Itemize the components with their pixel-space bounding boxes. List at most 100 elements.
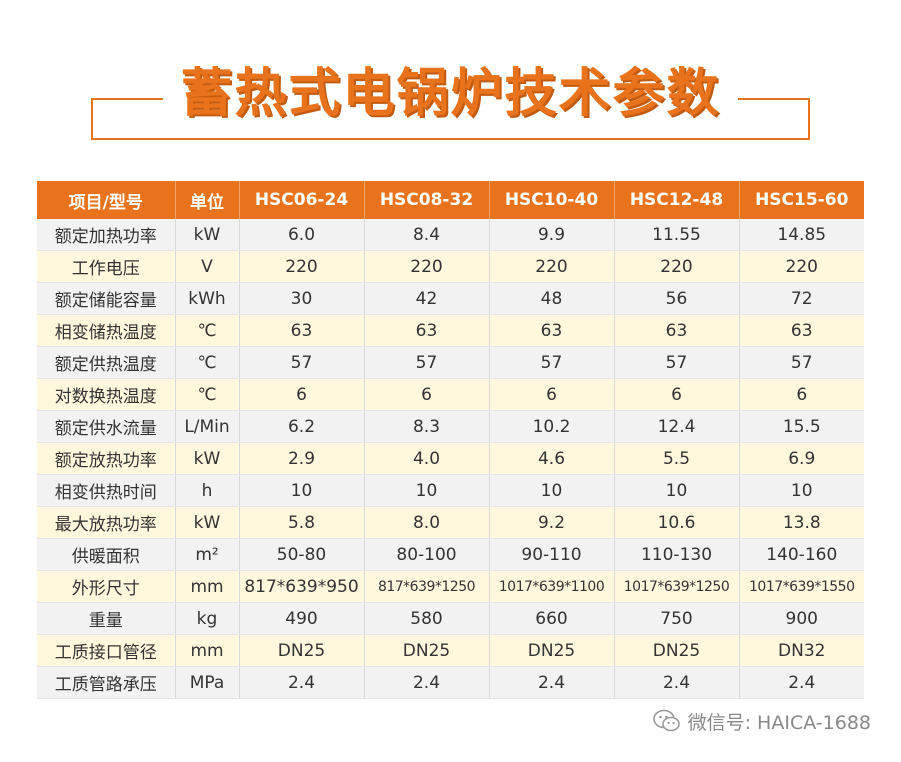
value-cell: 817*639*1250	[364, 570, 490, 603]
value-cell: 10	[489, 474, 615, 507]
row-label: 工作电压	[37, 250, 176, 283]
value-cell: 12.4	[614, 410, 740, 443]
row-label: 相变储热温度	[37, 314, 176, 347]
row-label: 相变供热时间	[37, 474, 176, 507]
value-cell: 8.4	[364, 219, 490, 251]
table-row: 工质接口管径 mm DN25 DN25 DN25 DN25 DN32	[37, 634, 864, 667]
unit-cell: MPa	[175, 666, 240, 699]
row-label: 额定放热功率	[37, 442, 176, 475]
table-row: 额定储能容量 kWh 30 42 48 56 72	[37, 282, 864, 315]
value-cell: 56	[614, 282, 740, 315]
row-label: 额定储能容量	[37, 282, 176, 315]
value-cell: 490	[239, 602, 365, 635]
row-label: 额定供热温度	[37, 346, 176, 379]
column-header: HSC08-32	[364, 181, 490, 219]
value-cell: 4.6	[489, 442, 615, 475]
row-label: 额定加热功率	[37, 219, 176, 251]
value-cell: 900	[739, 602, 864, 635]
table-row: 重量 kg 490 580 660 750 900	[37, 602, 864, 635]
value-cell: 6	[364, 378, 490, 411]
unit-cell: h	[175, 474, 240, 507]
unit-cell: m²	[175, 538, 240, 571]
value-cell: 10.6	[614, 506, 740, 539]
value-cell: DN25	[364, 634, 490, 667]
value-cell: 10	[239, 474, 365, 507]
unit-cell: L/Min	[175, 410, 240, 443]
unit-cell: V	[175, 250, 240, 283]
table-row: 额定加热功率 kW 6.0 8.4 9.9 11.55 14.85	[37, 219, 864, 251]
unit-cell: kg	[175, 602, 240, 635]
row-label: 额定供水流量	[37, 410, 176, 443]
column-header: HSC15-60	[739, 181, 864, 219]
unit-cell: kW	[175, 506, 240, 539]
table-row: 相变储热温度 ℃ 63 63 63 63 63	[37, 314, 864, 347]
watermark: 微信号: HAICA-1688	[652, 706, 871, 736]
table-row: 外形尺寸 mm 817*639*950 817*639*1250 1017*639*11…	[37, 570, 864, 603]
value-cell: 6.9	[739, 442, 864, 475]
value-cell: 57	[239, 346, 365, 379]
title-area: 蓄热式电锅炉技术参数	[0, 0, 901, 150]
value-cell: 6.2	[239, 410, 365, 443]
value-cell: 10	[739, 474, 864, 507]
value-cell: 220	[239, 250, 365, 283]
row-label: 最大放热功率	[37, 506, 176, 539]
table-body: 额定加热功率 kW 6.0 8.4 9.9 11.55 14.85 工作电压 V 220 220 22…	[37, 219, 864, 699]
value-cell: 8.3	[364, 410, 490, 443]
table-row: 对数换热温度 ℃ 6 6 6 6 6	[37, 378, 864, 411]
unit-cell: kW	[175, 442, 240, 475]
value-cell: 57	[739, 346, 864, 379]
value-cell: 63	[239, 314, 365, 347]
value-cell: 63	[489, 314, 615, 347]
table-row: 额定放热功率 kW 2.9 4.0 4.6 5.5 6.9	[37, 442, 864, 475]
value-cell: 6	[489, 378, 615, 411]
page-title: 蓄热式电锅炉技术参数	[180, 64, 721, 124]
value-cell: 2.9	[239, 442, 365, 475]
unit-cell: ℃	[175, 314, 240, 347]
value-cell: 140-160	[739, 538, 864, 571]
value-cell: 2.4	[239, 666, 365, 699]
value-cell: 10.2	[489, 410, 615, 443]
header-row: 项目/型号 单位 HSC06-24 HSC08-32 HSC10-40 HSC12-48 H…	[37, 181, 864, 219]
table-header: 项目/型号 单位 HSC06-24 HSC08-32 HSC10-40 HSC12-48 H…	[37, 181, 864, 219]
value-cell: 220	[739, 250, 864, 283]
value-cell: 10	[614, 474, 740, 507]
unit-cell: mm	[175, 634, 240, 667]
value-cell: 57	[614, 346, 740, 379]
value-cell: 220	[364, 250, 490, 283]
wechat-icon	[652, 709, 680, 732]
value-cell: 9.2	[489, 506, 615, 539]
value-cell: 63	[614, 314, 740, 347]
column-header: HSC06-24	[239, 181, 365, 219]
row-label: 对数换热温度	[37, 378, 176, 411]
value-cell: 5.8	[239, 506, 365, 539]
value-cell: 4.0	[364, 442, 490, 475]
value-cell: 63	[364, 314, 490, 347]
spec-table: 项目/型号 单位 HSC06-24 HSC08-32 HSC10-40 HSC12-48 H…	[37, 181, 864, 699]
value-cell: 2.4	[489, 666, 615, 699]
value-cell: 9.9	[489, 219, 615, 251]
value-cell: 580	[364, 602, 490, 635]
title-line-left	[91, 98, 163, 100]
value-cell: 80-100	[364, 538, 490, 571]
value-cell: 6	[239, 378, 365, 411]
value-cell: 15.5	[739, 410, 864, 443]
value-cell: 6	[739, 378, 864, 411]
value-cell: 50-80	[239, 538, 365, 571]
value-cell: 48	[489, 282, 615, 315]
value-cell: 660	[489, 602, 615, 635]
row-label: 重量	[37, 602, 176, 635]
value-cell: 11.55	[614, 219, 740, 251]
value-cell: DN32	[739, 634, 864, 667]
value-cell: DN25	[239, 634, 365, 667]
column-header: HSC12-48	[614, 181, 740, 219]
value-cell: 10	[364, 474, 490, 507]
title-line-right	[738, 98, 810, 100]
watermark-text: 微信号: HAICA-1688	[687, 711, 871, 734]
value-cell: 110-130	[614, 538, 740, 571]
value-cell: 2.4	[364, 666, 490, 699]
table-row: 额定供热温度 ℃ 57 57 57 57 57	[37, 346, 864, 379]
value-cell: 90-110	[489, 538, 615, 571]
value-cell: 750	[614, 602, 740, 635]
value-cell: 817*639*950	[239, 570, 365, 603]
value-cell: 72	[739, 282, 864, 315]
